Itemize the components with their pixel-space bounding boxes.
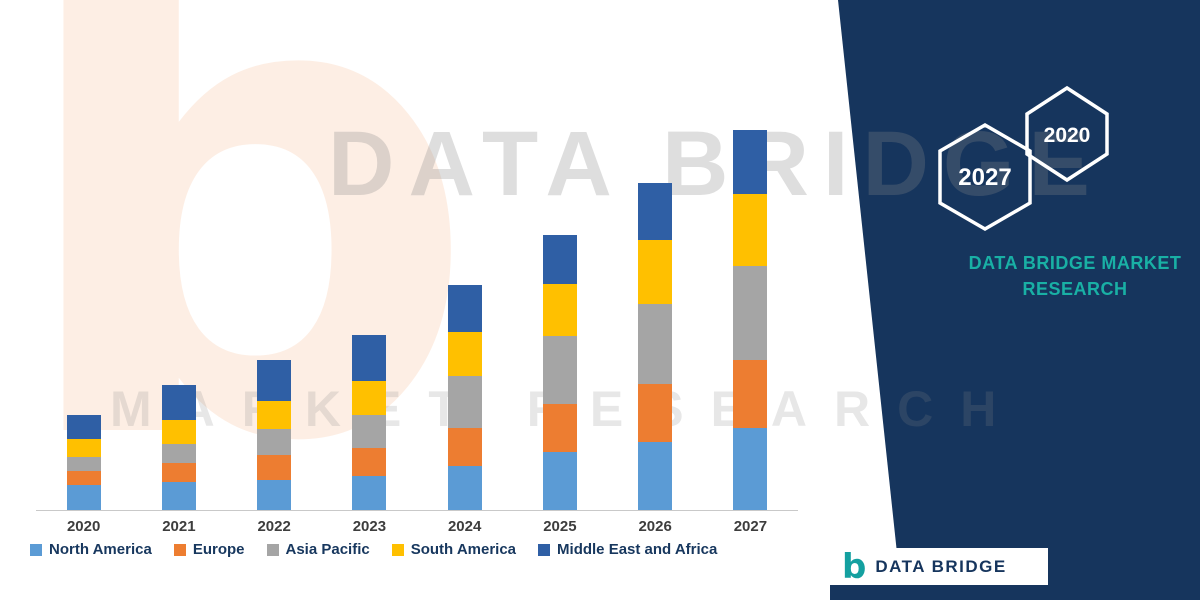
panel-brand-line1: DATA BRIDGE MARKET (968, 253, 1182, 273)
bar-segment-north-america (352, 476, 387, 510)
bar-segment-asia-pacific (257, 429, 292, 455)
bar-column-2023 (322, 335, 417, 510)
bar-column-2020 (36, 415, 131, 510)
x-axis-label: 2024 (447, 518, 482, 535)
bar-segment-europe (542, 404, 577, 452)
bar-segment-south-america (161, 420, 196, 444)
bar-segment-asia-pacific (66, 457, 101, 471)
bar-segment-europe (733, 360, 768, 428)
legend-item-europe: Europe (173, 541, 245, 558)
bar-stack-2027 (733, 130, 768, 510)
bar-segment-asia-pacific (161, 444, 196, 463)
footer-logo-background (830, 548, 1048, 586)
hexagon-badges: 2027 2020 (938, 85, 1109, 232)
bar-segment-middle-east-and-africa (257, 360, 292, 401)
bar-segment-middle-east-and-africa (542, 235, 577, 284)
bar-stack-2020 (66, 415, 101, 510)
legend-marker-icon (266, 543, 279, 556)
bar-column-2026 (608, 183, 703, 510)
bar-stack-2023 (352, 335, 387, 510)
bar-segment-asia-pacific (447, 376, 482, 428)
bar-segment-europe (257, 455, 292, 480)
hexagon-2020-label: 2020 (1044, 124, 1091, 147)
x-axis-labels: 2020 2021 2022 2023 2024 2025 2026 2027 (36, 518, 798, 535)
bar-segment-asia-pacific (352, 415, 387, 448)
legend-label: Europe (192, 541, 245, 558)
legend-marker-icon (391, 543, 404, 556)
x-axis-label: 2027 (733, 518, 768, 535)
bar-segment-south-america (447, 332, 482, 376)
hexagon-2027-label: 2027 (958, 164, 1011, 191)
legend-label: South America (410, 541, 517, 558)
bar-stack-2025 (542, 235, 577, 510)
bar-stack-2026 (638, 183, 673, 510)
bar-stack-2022 (257, 360, 292, 510)
bar-segment-europe (161, 463, 196, 482)
bar-segment-middle-east-and-africa (352, 335, 387, 381)
bar-column-2022 (227, 360, 322, 510)
panel-brand-text: DATA BRIDGE MARKET RESEARCH (950, 250, 1200, 302)
bar-segment-middle-east-and-africa (161, 385, 196, 420)
bar-segment-middle-east-and-africa (447, 285, 482, 332)
x-axis-label: 2023 (352, 518, 387, 535)
legend-marker-icon (538, 543, 551, 556)
bar-segment-north-america (638, 442, 673, 510)
bar-chart (36, 98, 798, 511)
bar-stack-2021 (161, 385, 196, 510)
bar-segment-middle-east-and-africa (66, 415, 101, 439)
bar-segment-south-america (352, 381, 387, 415)
legend-item-asia-pacific: Asia Pacific (266, 541, 370, 558)
panel-brand-line2: RESEARCH (1022, 279, 1128, 299)
bar-segment-south-america (733, 194, 768, 266)
bar-segment-asia-pacific (542, 336, 577, 404)
x-axis-label: 2026 (638, 518, 672, 535)
bar-segment-asia-pacific (638, 304, 673, 384)
footer-logo: b DATA BRIDGE (842, 547, 1007, 587)
x-axis-label: 2022 (257, 518, 291, 535)
bar-segment-middle-east-and-africa (733, 130, 768, 194)
bar-segment-europe (66, 471, 101, 485)
bar-segment-south-america (257, 401, 292, 429)
bar-column-2021 (131, 385, 226, 510)
legend-item-south-america: South America (391, 541, 517, 558)
x-axis-label: 2020 (66, 518, 101, 535)
bar-column-2024 (417, 285, 512, 510)
legend-item-north-america: North America (30, 541, 152, 558)
bar-stack-2024 (447, 285, 482, 510)
bar-column-2025 (512, 235, 607, 510)
bar-segment-north-america (733, 428, 768, 510)
footer-logo-text: DATA BRIDGE (875, 557, 1007, 576)
bar-segment-north-america (161, 482, 196, 510)
bar-segment-north-america (66, 485, 101, 510)
legend-item-middle-east-and-africa: Middle East and Africa (538, 541, 717, 558)
hexagon-2020-outline (1025, 85, 1109, 183)
bar-segment-north-america (257, 480, 292, 510)
bar-segment-asia-pacific (733, 266, 768, 360)
x-axis-label: 2025 (543, 518, 577, 535)
bar-segment-europe (352, 448, 387, 476)
bar-segment-south-america (66, 439, 101, 457)
bar-segment-europe (638, 384, 673, 442)
x-axis-label: 2021 (162, 518, 196, 535)
hexagon-2027-outline (938, 122, 1032, 232)
chart-area: 2020 2021 2022 2023 2024 2025 2026 2027 (36, 98, 798, 535)
bar-segment-middle-east-and-africa (638, 183, 673, 240)
chart-legend: North America Europe Asia Pacific South Ame… (30, 541, 717, 558)
legend-label: North America (49, 541, 152, 558)
bar-segment-north-america (447, 466, 482, 510)
bar-column-2027 (703, 130, 798, 510)
footer-navy-strip (830, 585, 1200, 600)
bar-segment-europe (447, 428, 482, 466)
legend-marker-icon (173, 543, 186, 556)
bar-segment-south-america (542, 284, 577, 336)
legend-label: Asia Pacific (285, 541, 370, 558)
databridge-b-logo-icon: b (842, 547, 867, 587)
legend-label: Middle East and Africa (557, 541, 718, 558)
bar-segment-south-america (638, 240, 673, 304)
bar-segment-north-america (542, 452, 577, 510)
legend-marker-icon (30, 543, 42, 556)
